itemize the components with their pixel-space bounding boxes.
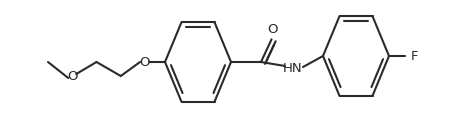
Text: O: O [267, 23, 278, 36]
Text: O: O [140, 55, 150, 69]
Text: HN: HN [283, 61, 303, 75]
Text: F: F [411, 49, 418, 63]
Text: O: O [67, 69, 78, 83]
